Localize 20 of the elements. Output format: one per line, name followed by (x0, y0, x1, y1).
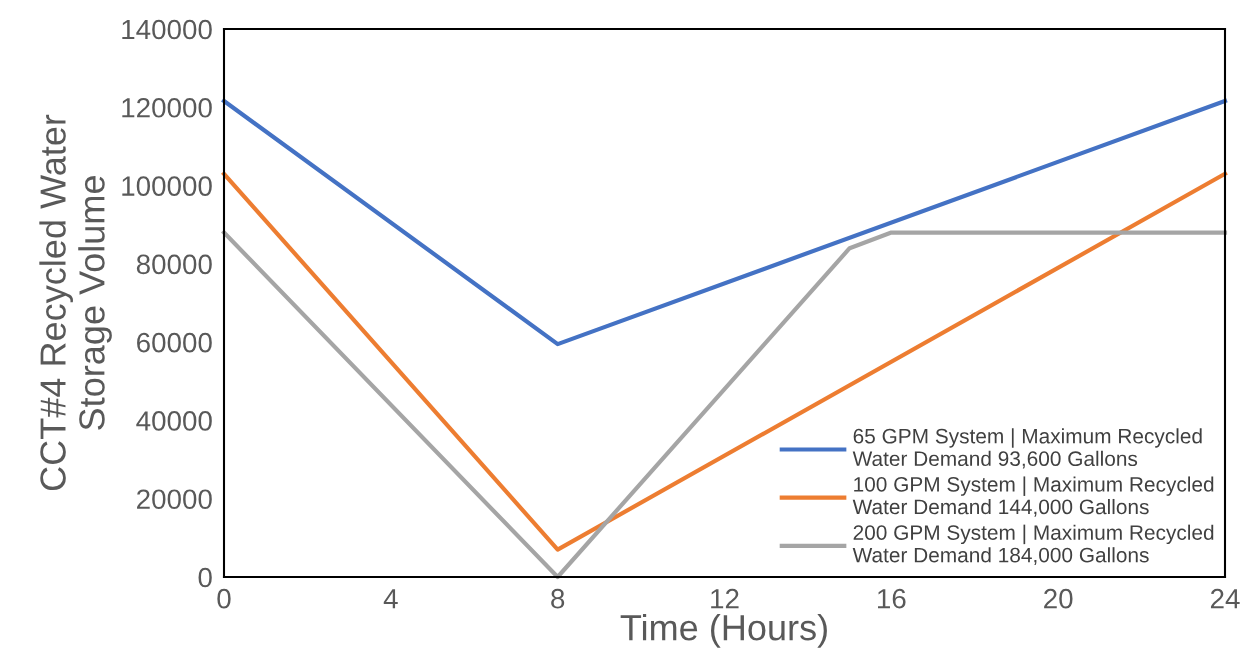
x-tick-label: 8 (551, 588, 565, 609)
legend-label: 200 GPM System | Maximum Recycled Water Demand 184,000 Gallons (852, 524, 1214, 565)
y-tick-label: 80000 (136, 254, 212, 275)
x-tick-label: 0 (217, 588, 231, 609)
legend-label: 100 GPM System | Maximum Recycled Water Demand 144,000 Gallons (852, 476, 1214, 517)
y-tick-label: 140000 (122, 19, 212, 40)
y-tick-label: 120000 (122, 97, 212, 118)
x-tick-label: 12 (711, 588, 739, 609)
y-tick-label: 100000 (122, 176, 212, 196)
x-tick-label: 24 (1210, 588, 1240, 609)
y-axis-title: CCT#4 Recycled Water Storage Volume (39, 114, 112, 491)
x-tick-label: 4 (383, 589, 398, 609)
y-tick-label: 60000 (137, 332, 212, 353)
y-tick-label: 0 (198, 567, 212, 588)
y-tick-label: 20000 (137, 489, 212, 510)
x-tick-label: 16 (878, 588, 906, 609)
y-tick-label: 40000 (136, 411, 212, 431)
x-axis-title: Time (Hours) (620, 614, 827, 648)
legend-label: 65 GPM System | Maximum Recycled Water Demand 93,600 Gallons (852, 428, 1202, 469)
x-tick-label: 20 (1044, 588, 1073, 609)
